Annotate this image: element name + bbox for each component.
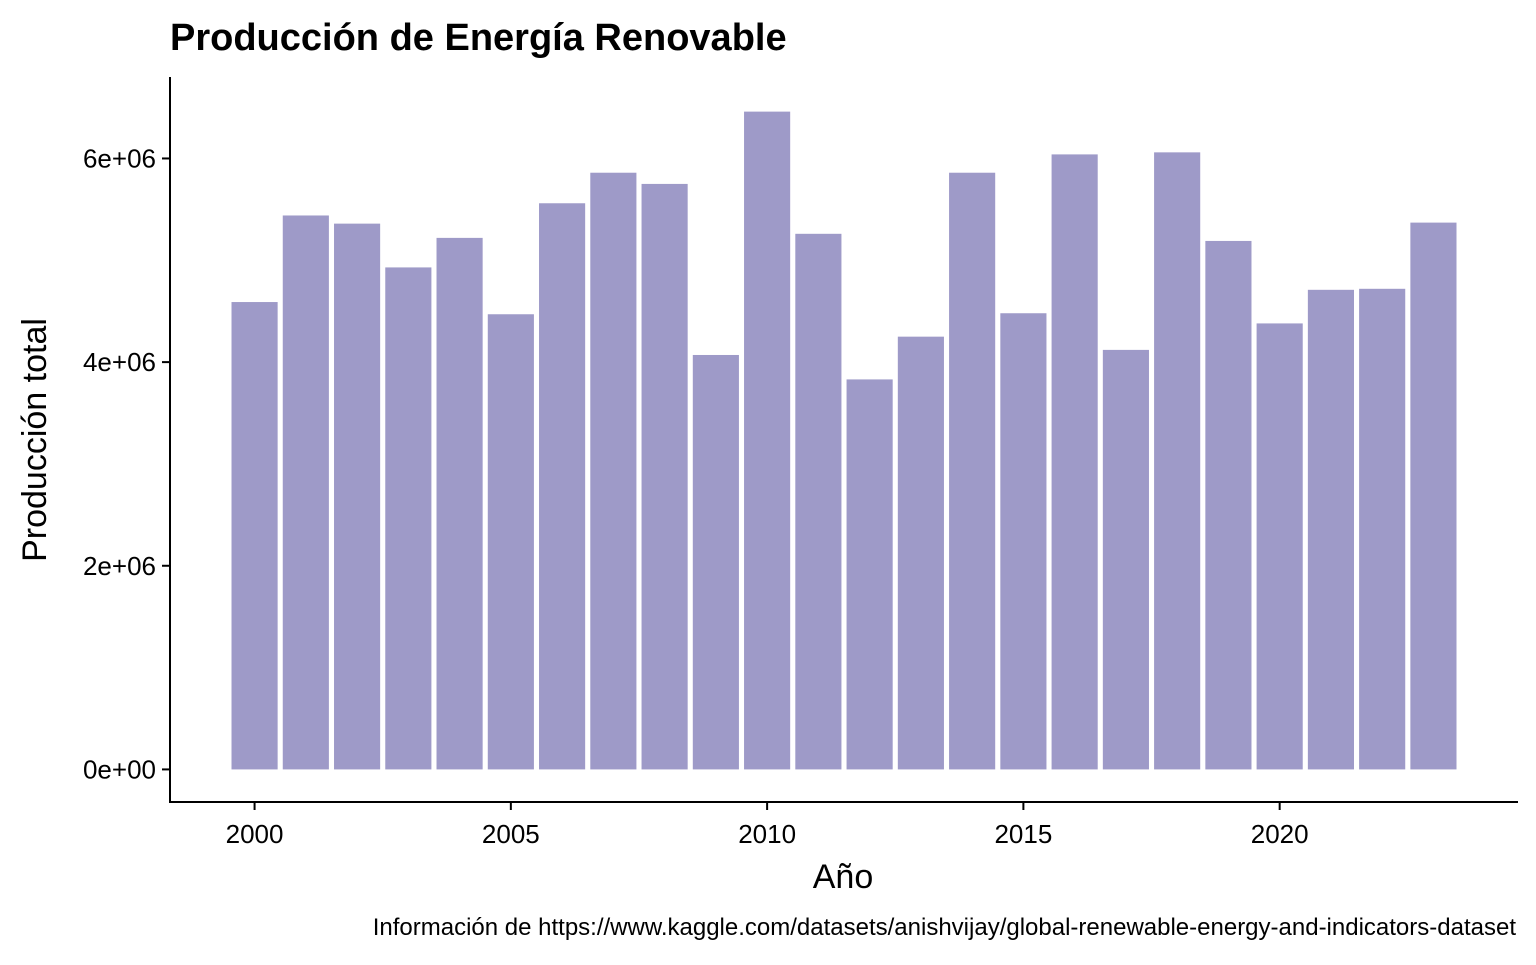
bar-2018 [1154, 152, 1201, 770]
bar-2022 [1359, 288, 1406, 770]
bar-2003 [385, 267, 432, 770]
bar-2010 [744, 111, 791, 770]
y-axis-title: Producción total [16, 318, 54, 562]
bar-2017 [1102, 349, 1149, 770]
bar-2021 [1307, 289, 1354, 770]
y-tick-label: 0e+00 [83, 754, 156, 784]
bar-2012 [846, 379, 893, 770]
bar-2019 [1205, 240, 1252, 770]
x-ticks: 2000 2005 2010 2015 2020 [226, 802, 1309, 849]
bar-2006 [539, 203, 586, 770]
x-tick-label: 2005 [482, 819, 540, 849]
bar-2002 [334, 223, 381, 770]
y-tick-label: 2e+06 [83, 551, 156, 581]
bar-2023 [1410, 222, 1457, 770]
y-tick-label: 6e+06 [83, 143, 156, 173]
y-tick-label: 4e+06 [83, 347, 156, 377]
bar-2005 [487, 314, 534, 770]
bar-2004 [436, 237, 483, 770]
x-tick-label: 2010 [738, 819, 796, 849]
x-axis-title: Año [813, 858, 874, 896]
bar-2016 [1051, 154, 1098, 770]
bar-2020 [1256, 323, 1303, 770]
bars-layer [231, 111, 1457, 770]
chart-caption: Información de https://www.kaggle.com/da… [373, 914, 1517, 941]
bar-2008 [641, 183, 688, 770]
bar-2009 [692, 354, 739, 770]
x-tick-label: 2015 [994, 819, 1052, 849]
y-ticks: 0e+00 2e+06 4e+06 6e+06 [83, 143, 170, 784]
bar-2011 [795, 233, 842, 770]
bar-2014 [949, 172, 996, 770]
bar-2007 [590, 172, 637, 770]
x-tick-label: 2020 [1251, 819, 1309, 849]
x-tick-label: 2000 [226, 819, 284, 849]
bar-2015 [1000, 313, 1047, 770]
chart-title: Producción de Energía Renovable [170, 17, 787, 59]
bar-2001 [282, 215, 329, 770]
bar-2000 [231, 302, 278, 770]
axes-layer [169, 77, 1518, 803]
bar-2013 [897, 336, 944, 770]
